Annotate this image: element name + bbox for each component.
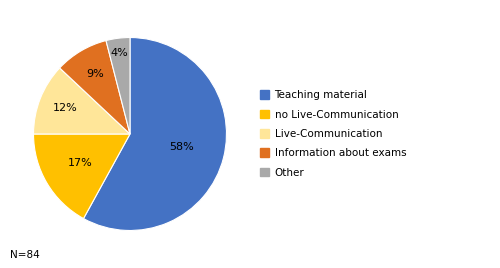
- Text: N=84: N=84: [10, 250, 40, 260]
- Text: 17%: 17%: [68, 158, 92, 169]
- Legend: Teaching material, no Live-Communication, Live-Communication, Information about : Teaching material, no Live-Communication…: [256, 86, 410, 182]
- Text: 4%: 4%: [111, 48, 128, 58]
- Text: 12%: 12%: [53, 103, 78, 113]
- Wedge shape: [60, 40, 130, 134]
- Wedge shape: [84, 38, 227, 230]
- Wedge shape: [106, 38, 130, 134]
- Text: 58%: 58%: [169, 142, 194, 152]
- Text: 9%: 9%: [86, 69, 104, 79]
- Wedge shape: [34, 134, 130, 218]
- Wedge shape: [34, 68, 130, 134]
